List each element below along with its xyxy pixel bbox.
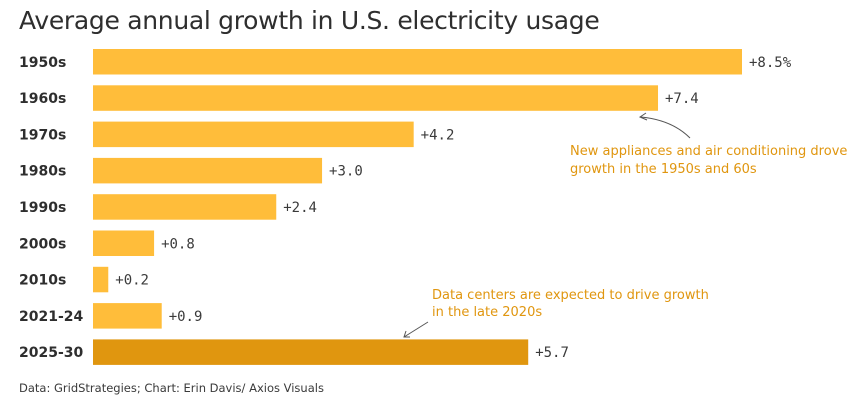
category-labels: 1950s 1960s 1970s 1980s 1990s 2000s 2010s 2021-… [19, 55, 84, 361]
value-label-2000s: +0.8 [161, 236, 195, 252]
value-label-1970s: +4.2 [421, 127, 455, 143]
value-labels: +8.5% +7.4 +4.2 +3.0 +2.4 +0.8 +0.2 +0.9 +5.7 [115, 55, 791, 361]
bar-2010s [93, 266, 109, 293]
bar-1950s [93, 49, 742, 75]
value-label-1950s: +8.5% [749, 55, 792, 71]
source-credit: Data: GridStrategies; Chart: Erin Davis/… [19, 381, 324, 395]
category-label-1990s: 1990s [19, 200, 66, 216]
category-label-1960s: 1960s [19, 91, 66, 107]
value-label-2025-30: +5.7 [535, 345, 569, 361]
value-label-1990s: +2.4 [283, 200, 317, 216]
annotation-appliances: New appliances and air conditioning drov… [570, 144, 852, 177]
annotations: New appliances and air conditioning drov… [403, 112, 852, 338]
category-label-2000s: 2000s [19, 236, 66, 252]
chart-title: Average annual growth in U.S. electricit… [19, 6, 600, 35]
category-label-1980s: 1980s [19, 164, 66, 180]
category-label-2025-30: 2025-30 [19, 345, 84, 361]
annotation-data-centers-arrow [403, 321, 429, 338]
annotation-data-centers: Data centers are expected to drive growt… [432, 288, 713, 320]
category-label-1970s: 1970s [19, 127, 66, 143]
bar-1960s [93, 85, 659, 111]
annotation-appliances-line-1: New appliances and air conditioning drov… [570, 144, 847, 159]
annotation-appliances-arrowhead [638, 112, 648, 121]
bar-2021-24 [93, 303, 162, 329]
value-label-1960s: +7.4 [665, 91, 699, 107]
bars-group [93, 49, 742, 365]
annotation-appliances-line-2: growth in the 1950s and 60s [570, 162, 757, 177]
value-label-2010s: +0.2 [115, 273, 149, 289]
annotation-data-centers-line-2: in the late 2020s [432, 305, 542, 320]
bar-1970s [93, 121, 414, 148]
value-label-1980s: +3.0 [329, 164, 363, 180]
bar-1990s [93, 194, 277, 220]
category-label-1950s: 1950s [19, 55, 66, 71]
annotation-appliances-arrow [640, 116, 691, 139]
annotation-data-centers-line-1: Data centers are expected to drive growt… [432, 288, 709, 303]
value-label-2021-24: +0.9 [169, 309, 203, 325]
category-label-2021-24: 2021-24 [19, 309, 84, 325]
bar-2025-30 [93, 339, 529, 365]
bar-2000s [93, 230, 155, 256]
bar-1980s [93, 157, 323, 184]
category-label-2010s: 2010s [19, 273, 66, 289]
annotation-data-centers-arrowhead [403, 330, 410, 338]
